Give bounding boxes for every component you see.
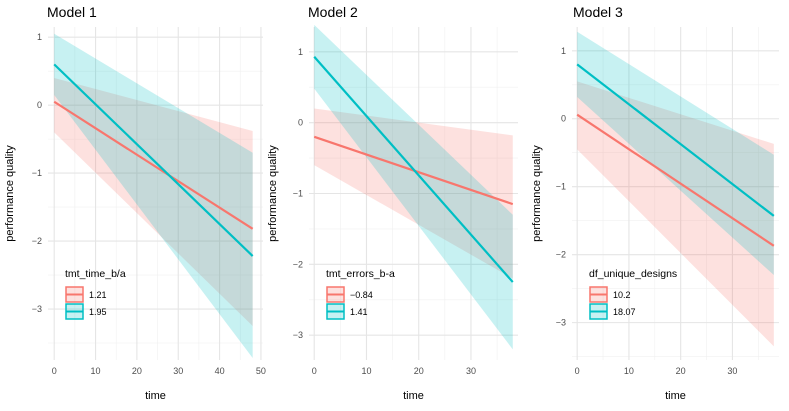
panel-title: Model 1: [47, 4, 97, 20]
y-tick-label: 1: [561, 46, 566, 56]
y-tick-label: −3: [32, 304, 42, 314]
y-tick-label: −2: [293, 259, 303, 269]
series-line-1.41: [313, 56, 514, 283]
x-tick-label: 50: [256, 366, 266, 376]
legend-label: 18.07: [613, 307, 636, 317]
y-tick-label: −2: [32, 236, 42, 246]
y-tick-label: −1: [556, 182, 566, 192]
legend-label: 1.41: [350, 307, 368, 317]
legend-title: df_unique_designs: [589, 268, 677, 280]
panel-title: Model 3: [573, 4, 623, 20]
x-axis-title: time: [145, 390, 166, 402]
x-tick-label: 0: [575, 366, 580, 376]
ci-ribbon-−0.84: [314, 108, 513, 279]
x-tick-label: 0: [52, 366, 57, 376]
legend-label: −0.84: [350, 290, 373, 300]
legend-label: 1.95: [89, 307, 107, 317]
x-tick-label: 40: [215, 366, 225, 376]
y-axis-title: performance quality: [267, 145, 279, 242]
y-tick-label: 1: [298, 47, 303, 57]
y-tick-label: 0: [298, 118, 303, 128]
ci-ribbon-1.41: [314, 24, 513, 350]
x-tick-label: 20: [132, 366, 142, 376]
y-tick-label: −2: [556, 250, 566, 260]
series-line-1.21: [53, 100, 254, 230]
legend-label: 10.2: [613, 290, 631, 300]
y-tick-label: −1: [293, 189, 303, 199]
x-tick-label: 0: [312, 366, 317, 376]
y-tick-label: 0: [37, 100, 42, 110]
x-tick-label: 30: [727, 366, 737, 376]
series-line-1.95: [53, 63, 254, 257]
series-line-10.2: [576, 113, 775, 247]
y-tick-label: −3: [556, 318, 566, 328]
x-tick-label: 10: [361, 366, 371, 376]
y-axis-title: performance quality: [4, 145, 16, 242]
x-tick-label: 10: [624, 366, 634, 376]
x-tick-label: 30: [173, 366, 183, 376]
ci-ribbon-1.95: [54, 33, 253, 358]
series-line-18.07: [576, 63, 775, 217]
y-tick-label: 1: [37, 32, 42, 42]
x-tick-label: 20: [676, 366, 686, 376]
x-tick-label: 30: [466, 366, 476, 376]
legend-title: tmt_errors_b-a: [326, 268, 395, 280]
legend-title: tmt_time_b/a: [65, 268, 126, 280]
y-tick-label: −3: [293, 330, 303, 340]
ci-ribbon-1.21: [54, 77, 253, 327]
x-tick-label: 10: [91, 366, 101, 376]
y-tick-label: 0: [561, 114, 566, 124]
y-tick-label: −1: [32, 168, 42, 178]
panel-title: Model 2: [308, 4, 358, 20]
x-axis-title: time: [665, 390, 686, 402]
x-tick-label: 20: [414, 366, 424, 376]
x-axis-title: time: [403, 390, 424, 402]
legend-label: 1.21: [89, 290, 107, 300]
y-axis-title: performance quality: [531, 145, 543, 242]
